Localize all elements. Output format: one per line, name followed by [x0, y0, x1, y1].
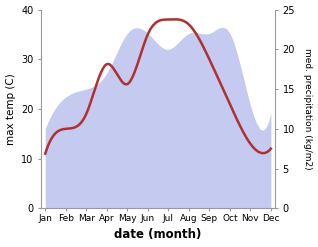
X-axis label: date (month): date (month) [114, 228, 202, 242]
Y-axis label: max temp (C): max temp (C) [5, 73, 16, 145]
Y-axis label: med. precipitation (kg/m2): med. precipitation (kg/m2) [303, 48, 313, 170]
